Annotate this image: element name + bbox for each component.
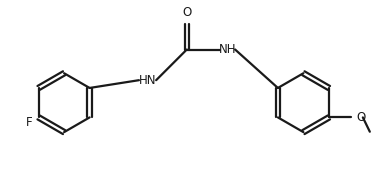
Text: O: O xyxy=(182,6,191,19)
Text: F: F xyxy=(26,116,33,129)
Text: NH: NH xyxy=(219,43,236,56)
Text: O: O xyxy=(356,111,365,124)
Text: HN: HN xyxy=(139,74,157,87)
